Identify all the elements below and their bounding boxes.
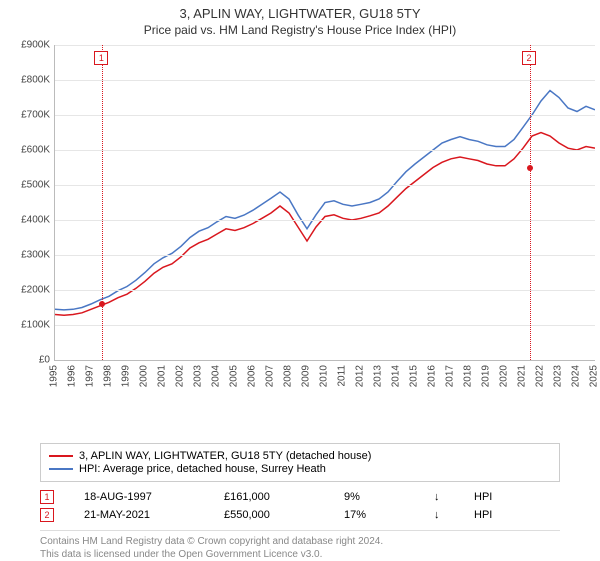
- legend-swatch: [49, 455, 73, 457]
- x-axis-label: 2024: [571, 365, 582, 387]
- gridline: [55, 185, 595, 186]
- x-axis-label: 2022: [535, 365, 546, 387]
- footer-line-2: This data is licensed under the Open Gov…: [40, 548, 560, 561]
- y-axis-label: £800K: [21, 75, 50, 86]
- legend-item: HPI: Average price, detached house, Surr…: [49, 463, 551, 475]
- line-series-svg: [55, 45, 595, 360]
- x-axis-label: 2000: [139, 365, 150, 387]
- chart-title: 3, APLIN WAY, LIGHTWATER, GU18 5TY: [4, 6, 596, 21]
- gridline: [55, 80, 595, 81]
- chart-area: £0£100K£200K£300K£400K£500K£600K£700K£80…: [40, 45, 600, 395]
- y-axis-label: £300K: [21, 250, 50, 261]
- x-axis-label: 2016: [427, 365, 438, 387]
- sale-row: 2 21-MAY-2021 £550,000 17% ↓ HPI: [40, 508, 560, 522]
- x-axis-label: 2025: [589, 365, 600, 387]
- chart-container: 3, APLIN WAY, LIGHTWATER, GU18 5TY Price…: [0, 0, 600, 560]
- y-axis-label: £100K: [21, 320, 50, 331]
- legend-swatch: [49, 468, 73, 470]
- sale-row: 1 18-AUG-1997 £161,000 9% ↓ HPI: [40, 490, 560, 504]
- x-axis-label: 1999: [121, 365, 132, 387]
- x-axis-label: 2007: [265, 365, 276, 387]
- y-axis-label: £500K: [21, 180, 50, 191]
- x-axis-label: 1998: [103, 365, 114, 387]
- y-axis-label: £900K: [21, 40, 50, 51]
- legend-box: 3, APLIN WAY, LIGHTWATER, GU18 5TY (deta…: [40, 443, 560, 482]
- x-axis-label: 2015: [409, 365, 420, 387]
- legend-label: HPI: Average price, detached house, Surr…: [79, 463, 326, 475]
- sales-table: 1 18-AUG-1997 £161,000 9% ↓ HPI 2 21-MAY-2021 £5…: [40, 490, 560, 522]
- x-axis-label: 2012: [355, 365, 366, 387]
- footer-attribution: Contains HM Land Registry data © Crown c…: [40, 530, 560, 561]
- x-axis-label: 2005: [229, 365, 240, 387]
- x-axis-label: 2014: [391, 365, 402, 387]
- x-axis-label: 2011: [337, 365, 348, 387]
- sale-index-box: 1: [40, 490, 54, 504]
- legend-label: 3, APLIN WAY, LIGHTWATER, GU18 5TY (deta…: [79, 450, 371, 462]
- down-arrow-icon: ↓: [434, 491, 444, 503]
- x-axis-label: 2001: [157, 365, 168, 387]
- x-axis-label: 2009: [301, 365, 312, 387]
- y-axis-label: £200K: [21, 285, 50, 296]
- x-axis-label: 2008: [283, 365, 294, 387]
- sale-marker-box: 2: [522, 51, 536, 65]
- x-axis-label: 2010: [319, 365, 330, 387]
- sale-price: £550,000: [224, 509, 314, 521]
- series-line: [55, 91, 595, 310]
- gridline: [55, 290, 595, 291]
- x-axis-label: 2002: [175, 365, 186, 387]
- y-axis-label: £600K: [21, 145, 50, 156]
- y-axis-label: £700K: [21, 110, 50, 121]
- x-axis-label: 2004: [211, 365, 222, 387]
- series-line: [55, 133, 595, 316]
- sale-cmp: HPI: [474, 491, 492, 503]
- x-axis-label: 2018: [463, 365, 474, 387]
- footer-line-1: Contains HM Land Registry data © Crown c…: [40, 535, 560, 548]
- x-axis-label: 1995: [49, 365, 60, 387]
- x-axis-label: 2020: [499, 365, 510, 387]
- sale-marker-line: [530, 45, 531, 360]
- gridline: [55, 220, 595, 221]
- x-axis-label: 2019: [481, 365, 492, 387]
- gridline: [55, 150, 595, 151]
- chart-subtitle: Price paid vs. HM Land Registry's House …: [4, 23, 596, 37]
- gridline: [55, 45, 595, 46]
- sale-cmp: HPI: [474, 509, 492, 521]
- sale-date: 18-AUG-1997: [84, 491, 194, 503]
- sale-index-box: 2: [40, 508, 54, 522]
- x-axis-label: 2021: [517, 365, 528, 387]
- gridline: [55, 115, 595, 116]
- x-axis-label: 1997: [85, 365, 96, 387]
- y-axis-label: £0: [39, 355, 50, 366]
- x-axis-label: 2003: [193, 365, 204, 387]
- x-axis-label: 2017: [445, 365, 456, 387]
- sale-marker-dot: [527, 165, 533, 171]
- x-axis-label: 1996: [67, 365, 78, 387]
- sale-price: £161,000: [224, 491, 314, 503]
- sale-diff: 9%: [344, 491, 404, 503]
- y-axis-label: £400K: [21, 215, 50, 226]
- x-axis-label: 2006: [247, 365, 258, 387]
- sale-marker-box: 1: [94, 51, 108, 65]
- sale-date: 21-MAY-2021: [84, 509, 194, 521]
- down-arrow-icon: ↓: [434, 509, 444, 521]
- legend-item: 3, APLIN WAY, LIGHTWATER, GU18 5TY (deta…: [49, 450, 551, 462]
- x-axis-label: 2013: [373, 365, 384, 387]
- sale-diff: 17%: [344, 509, 404, 521]
- sale-marker-line: [102, 45, 103, 360]
- gridline: [55, 255, 595, 256]
- x-axis-label: 2023: [553, 365, 564, 387]
- gridline: [55, 325, 595, 326]
- sale-marker-dot: [99, 301, 105, 307]
- plot-region: [54, 45, 595, 361]
